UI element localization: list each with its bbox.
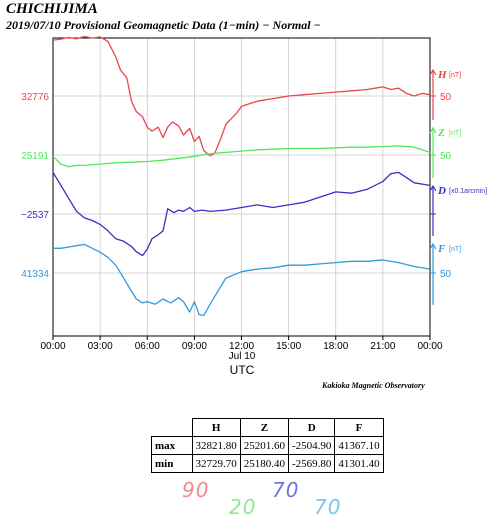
stats-header-row: H Z D F bbox=[152, 418, 384, 437]
magnetogram-chart: 00:00 03:00 06:00 09:00 12:00 15:00 18:00 21:00… bbox=[21, 35, 487, 377]
x-tick-label: 15:00 bbox=[276, 341, 301, 352]
x-tick-label: 09:00 bbox=[182, 341, 207, 352]
x-tick-label: 21:00 bbox=[370, 341, 395, 352]
series-name-f: F bbox=[437, 243, 446, 255]
scale-label-h: 90 bbox=[182, 478, 210, 502]
series-line-h bbox=[52, 35, 431, 157]
stats-cell: 41367.10 bbox=[334, 436, 384, 455]
series-name-h: H bbox=[437, 69, 447, 81]
x-tick-label: 12:00 bbox=[229, 341, 254, 352]
series-name-d: D bbox=[437, 185, 446, 197]
stats-header-z: Z bbox=[239, 418, 290, 437]
left-ref-label-f: 41334 bbox=[21, 269, 49, 280]
stats-header-f: F bbox=[334, 418, 384, 437]
series-name-z: Z bbox=[437, 127, 445, 139]
stats-row-label: max bbox=[151, 436, 193, 455]
right-tick-label: 50 bbox=[440, 92, 452, 103]
stats-cell: 32821.80 bbox=[191, 436, 241, 455]
stats-row-max: max 32821.80 25201.60 -2504.90 41367.10 bbox=[151, 436, 384, 455]
series-unit-f: [nT] bbox=[449, 246, 461, 253]
right-tick-label: 50 bbox=[440, 269, 452, 280]
left-ref-label-z: 25191 bbox=[21, 151, 49, 162]
stats-cell: -2569.80 bbox=[287, 454, 336, 473]
series-line-d bbox=[52, 171, 431, 257]
stats-table: H Z D F max 32821.80 25201.60 -2504.90 4… bbox=[151, 418, 384, 473]
axis-arrow-icon bbox=[429, 184, 437, 192]
left-ref-label-d: −2537 bbox=[21, 210, 50, 221]
stats-row-label: min bbox=[151, 454, 193, 473]
series-line-f bbox=[53, 243, 431, 317]
stats-corner bbox=[152, 419, 193, 437]
stats-row-min: min 32729.70 25180.40 -2569.80 41301.40 bbox=[151, 454, 384, 473]
scale-label-d: 70 bbox=[272, 478, 300, 502]
x-tick-label: 06:00 bbox=[135, 341, 160, 352]
axis-arrow-icon bbox=[429, 242, 437, 250]
scale-label-z: 20 bbox=[229, 495, 257, 519]
x-axis-label: UTC bbox=[230, 363, 255, 377]
stats-cell: 41301.40 bbox=[334, 454, 384, 473]
right-tick-label: 50 bbox=[440, 151, 452, 162]
axis-arrow-icon bbox=[429, 126, 437, 134]
chart-subtitle: 2019/07/10 Provisional Geomagnetic Data … bbox=[6, 18, 321, 32]
series-unit-z: [nT] bbox=[449, 130, 461, 137]
stats-cell: -2504.90 bbox=[287, 436, 336, 455]
stats-cell: 25180.40 bbox=[239, 454, 290, 473]
axis-arrow-icon bbox=[429, 68, 437, 76]
x-tick-label: 00:00 bbox=[417, 341, 442, 352]
stats-cell: 25201.60 bbox=[239, 436, 290, 455]
stats-cell: 32729.70 bbox=[191, 454, 241, 473]
scale-label-f: 70 bbox=[314, 495, 342, 519]
left-ref-label-h: 32776 bbox=[21, 92, 49, 103]
x-tick-label: 18:00 bbox=[323, 341, 348, 352]
series-line-z bbox=[52, 145, 431, 168]
stats-header-h: H bbox=[191, 418, 241, 437]
observatory-credit: Kakioka Magnetic Observatory bbox=[322, 381, 425, 390]
stats-header-d: D bbox=[287, 418, 336, 437]
x-tick-label: 03:00 bbox=[88, 341, 113, 352]
series-unit-d: [x0.1arcmin] bbox=[449, 188, 487, 195]
station-title: CHICHIJIMA bbox=[6, 1, 98, 17]
date-label: Jul 10 bbox=[229, 351, 256, 362]
x-tick-label: 00:00 bbox=[40, 341, 65, 352]
series-unit-h: [nT] bbox=[449, 72, 461, 79]
